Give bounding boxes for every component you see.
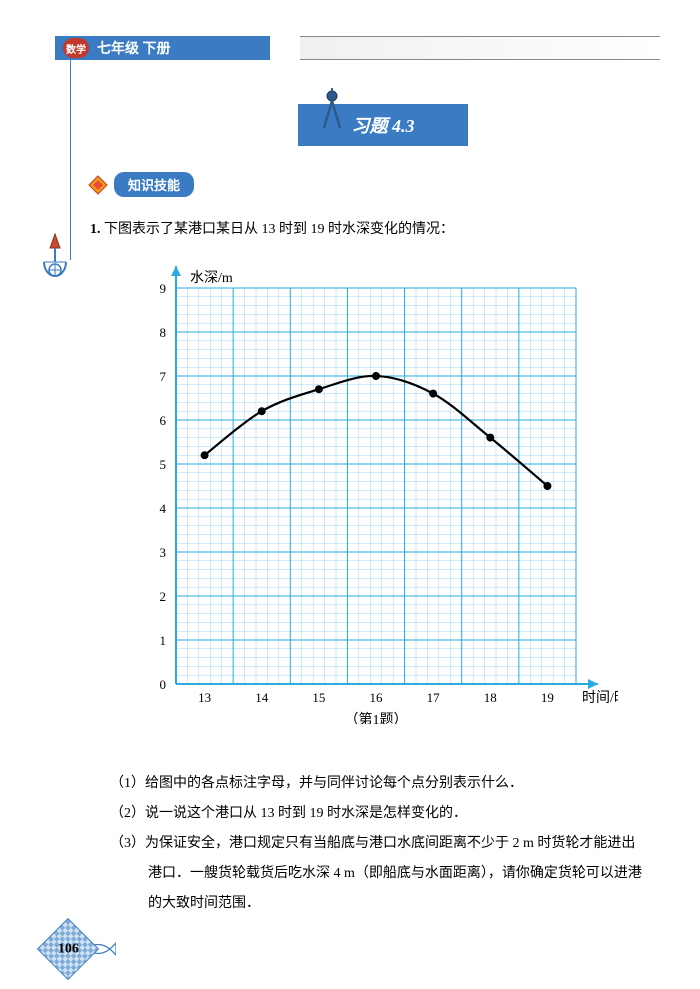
svg-text:8: 8	[160, 325, 167, 340]
section-pill: 知识技能	[114, 172, 194, 197]
svg-text:16: 16	[370, 690, 384, 705]
page-number: 106	[58, 941, 79, 957]
svg-text:2: 2	[160, 589, 167, 604]
question-3-line1: （3）为保证安全，港口规定只有当船底与港口水底间距离不少于 2 m 时货轮才能进…	[110, 830, 650, 858]
svg-text:13: 13	[198, 690, 211, 705]
svg-text:4: 4	[160, 501, 167, 516]
page-footer: 106	[46, 927, 116, 971]
anchor-icon	[38, 232, 72, 282]
svg-text:19: 19	[541, 690, 554, 705]
section-label: 知识技能	[88, 172, 194, 197]
questions-block: （1）给图中的各点标注字母，并与同伴讨论每个点分别表示什么． （2）说一说这个港…	[110, 770, 650, 920]
question-3-line3: 的大致时间范围．	[110, 890, 650, 918]
svg-text:17: 17	[427, 690, 441, 705]
compass-icon	[318, 88, 346, 132]
svg-text:水深/m: 水深/m	[190, 270, 233, 286]
svg-text:时间/时: 时间/时	[582, 690, 618, 706]
svg-text:6: 6	[160, 413, 167, 428]
margin-rule	[70, 60, 71, 260]
page-header: 数学 七年级 下册	[55, 36, 270, 60]
question-1: （1）给图中的各点标注字母，并与同伴讨论每个点分别表示什么．	[110, 770, 650, 798]
svg-text:（第1题）: （第1题）	[345, 711, 408, 724]
depth-chart: 0 1 2 3 4 5 6 7 8 9 13 14 15 16 17 18 19 水深/m 时间/时 （第1题）	[128, 264, 618, 724]
svg-text:0: 0	[160, 677, 167, 692]
question-2: （2）说一说这个港口从 13 时到 19 时水深是怎样变化的．	[110, 800, 650, 828]
grade-text: 七年级 下册	[97, 38, 171, 58]
svg-text:15: 15	[312, 690, 325, 705]
diamond-icon	[88, 175, 108, 195]
svg-text:3: 3	[160, 545, 167, 560]
svg-text:1: 1	[160, 633, 167, 648]
svg-text:5: 5	[160, 457, 167, 472]
question-3-line2: 港口．一艘货轮载货后吃水深 4 m（即船底与水面距离），请你确定货轮可以进港	[110, 860, 650, 888]
svg-text:7: 7	[160, 369, 167, 384]
page-number-badge: 106	[37, 918, 99, 980]
svg-text:9: 9	[160, 281, 167, 296]
svg-text:18: 18	[484, 690, 497, 705]
svg-text:14: 14	[255, 690, 269, 705]
problem-intro: 1. 下图表示了某港口某日从 13 时到 19 时水深变化的情况：	[90, 218, 454, 238]
header-divider	[300, 36, 660, 60]
subject-badge: 数学	[63, 38, 89, 58]
